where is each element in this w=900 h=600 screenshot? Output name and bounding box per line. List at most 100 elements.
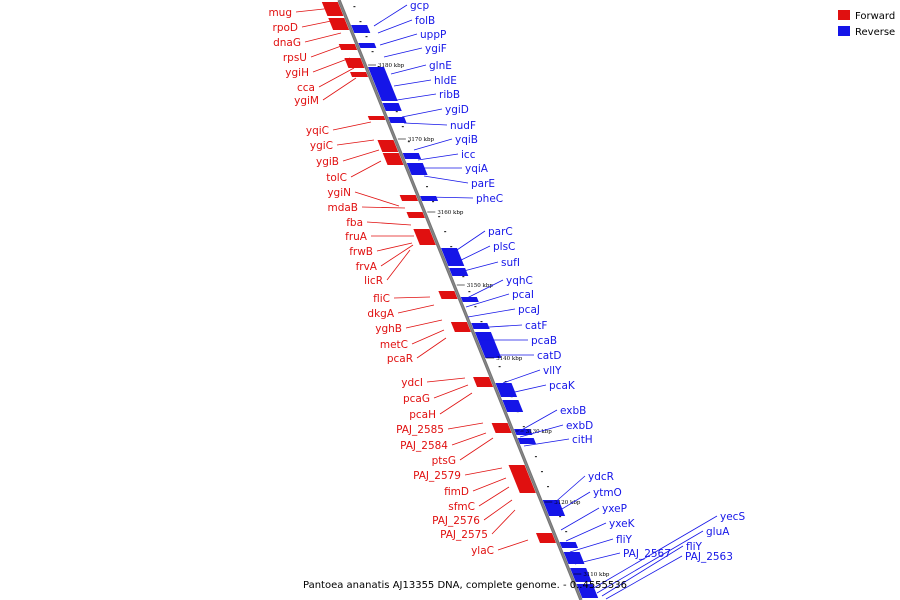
forward-gene-leader (361, 206, 406, 209)
forward-gene-leader (342, 149, 380, 162)
forward-gene-block (438, 291, 458, 299)
forward-gene-label[interactable]: yghB (375, 323, 402, 335)
reverse-gene-label[interactable]: gluA (706, 526, 730, 538)
reverse-gene-label[interactable]: yecS (720, 511, 745, 523)
reverse-gene-label[interactable]: sufI (501, 257, 520, 269)
reverse-gene-leader (502, 369, 541, 384)
reverse-gene-label[interactable]: plsC (493, 241, 515, 253)
forward-gene-label[interactable]: sfmC (448, 501, 475, 513)
reverse-gene-label[interactable]: icc (461, 149, 476, 161)
reverse-gene-leader (450, 230, 486, 255)
reverse-gene-label[interactable]: ribB (439, 89, 460, 101)
forward-gene-label[interactable]: ydcI (401, 377, 423, 389)
reverse-gene-label[interactable]: yxeP (602, 503, 627, 515)
forward-gene-label[interactable]: frvA (356, 261, 378, 273)
forward-gene-block (491, 423, 512, 433)
reverse-gene-label[interactable]: pcaJ (518, 304, 540, 316)
reverse-gene-label[interactable]: ydcR (588, 471, 614, 483)
reverse-gene-label[interactable]: yqhC (506, 275, 533, 287)
reverse-gene-leader (465, 293, 510, 308)
forward-gene-leader (397, 304, 435, 314)
forward-gene-label[interactable]: rpsU (283, 52, 307, 64)
reverse-gene-label[interactable]: fliY (616, 534, 633, 546)
forward-gene-label[interactable]: fliC (373, 293, 390, 305)
forward-gene-label[interactable]: pcaH (409, 409, 436, 421)
reverse-gene-block (570, 568, 592, 582)
reverse-gene-label[interactable]: vllY (543, 365, 562, 377)
reverse-gene-label[interactable]: parC (488, 226, 513, 238)
forward-gene-label[interactable]: ygiC (310, 140, 333, 152)
forward-gene-leader (491, 509, 516, 535)
reverse-gene-label[interactable]: parE (471, 178, 495, 190)
reverse-gene-label[interactable]: ygiD (445, 104, 469, 116)
forward-gene-label[interactable]: ygiB (316, 156, 339, 168)
forward-gene-label[interactable]: mdaB (327, 202, 358, 214)
reverse-gene-label[interactable]: fliY (686, 541, 703, 553)
forward-gene-label[interactable]: ylaC (471, 545, 494, 557)
reverse-gene-leader (556, 491, 591, 513)
reverse-gene-label[interactable]: yqiA (465, 163, 489, 175)
forward-gene-label[interactable]: PAJ_2576 (432, 515, 480, 527)
forward-gene-label[interactable]: mug (268, 7, 292, 19)
forward-gene-label[interactable]: tolC (326, 172, 347, 184)
reverse-gene-label[interactable]: pcaI (512, 289, 534, 301)
forward-gene-label[interactable]: ygiN (327, 187, 351, 199)
reverse-gene-leader (383, 47, 423, 58)
reverse-gene-label[interactable]: folB (415, 15, 435, 27)
forward-gene-leader (332, 121, 372, 131)
forward-gene-label[interactable]: ygiH (285, 67, 309, 79)
forward-gene-label[interactable]: PAJ_2584 (400, 440, 448, 452)
forward-gene-label[interactable]: cca (297, 82, 315, 94)
reverse-gene-label[interactable]: pcaK (549, 380, 576, 392)
forward-gene-leader (416, 337, 447, 359)
feature-marker (444, 231, 447, 233)
reverse-gene-label[interactable]: yxeK (609, 518, 636, 530)
reverse-gene-label[interactable]: PAJ_2567 (623, 548, 671, 560)
reverse-gene-label[interactable]: yqiB (455, 134, 478, 146)
forward-gene-label[interactable]: dnaG (273, 37, 301, 49)
reverse-gene-block (372, 79, 398, 101)
forward-gene-label[interactable]: licR (364, 275, 383, 287)
reverse-gene-label[interactable]: gcp (410, 0, 429, 12)
reverse-gene-label[interactable]: nudF (450, 120, 476, 132)
forward-gene-label[interactable]: metC (380, 339, 408, 351)
reverse-gene-label[interactable]: hldE (434, 75, 457, 87)
reverse-gene-label[interactable]: pcaB (531, 335, 557, 347)
reverse-gene-label[interactable]: glnE (429, 60, 452, 72)
reverse-gene-label[interactable]: pheC (476, 193, 503, 205)
reverse-gene-label[interactable]: ygiF (425, 43, 447, 55)
forward-gene-label[interactable]: fba (346, 217, 363, 229)
forward-gene-label[interactable]: fimD (444, 486, 469, 498)
reverse-gene-label[interactable]: PAJ_2563 (685, 551, 733, 563)
forward-gene-label[interactable]: PAJ_2575 (440, 529, 488, 541)
reverse-gene-label[interactable]: catF (525, 320, 547, 332)
forward-gene-label[interactable]: ptsG (432, 455, 456, 467)
reverse-gene-leader (472, 324, 523, 329)
forward-gene-leader (447, 422, 484, 430)
feature-marker (547, 486, 550, 488)
forward-gene-label[interactable]: dkgA (367, 308, 394, 320)
forward-gene-label[interactable]: pcaG (403, 393, 430, 405)
reverse-gene-label[interactable]: ytmO (593, 487, 622, 499)
reverse-gene-leader (565, 522, 607, 542)
forward-gene-label[interactable]: PAJ_2585 (396, 424, 444, 436)
forward-gene-label[interactable]: yqiC (306, 125, 329, 137)
forward-gene-label[interactable]: frwB (349, 246, 373, 258)
legend-swatch-forward (838, 10, 850, 20)
kbp-tick-label: 3120 kbp (554, 500, 581, 506)
forward-gene-label[interactable]: fruA (345, 231, 368, 243)
reverse-gene-label[interactable]: exbB (560, 405, 586, 417)
forward-gene-label[interactable]: PAJ_2579 (413, 470, 461, 482)
forward-gene-label[interactable]: rpoD (273, 22, 299, 34)
reverse-gene-block (351, 25, 371, 33)
forward-gene-leader (426, 377, 466, 383)
reverse-gene-label[interactable]: exbD (566, 420, 593, 432)
forward-gene-label[interactable]: pcaR (387, 353, 413, 365)
forward-gene-label[interactable]: ygiM (294, 95, 319, 107)
kbp-tick-label: 3160 kbp (437, 210, 464, 216)
reverse-gene-label[interactable]: uppP (420, 29, 446, 41)
reverse-gene-label[interactable]: citH (572, 434, 593, 446)
reverse-gene-label[interactable]: catD (537, 350, 561, 362)
forward-gene-leader (376, 242, 413, 252)
